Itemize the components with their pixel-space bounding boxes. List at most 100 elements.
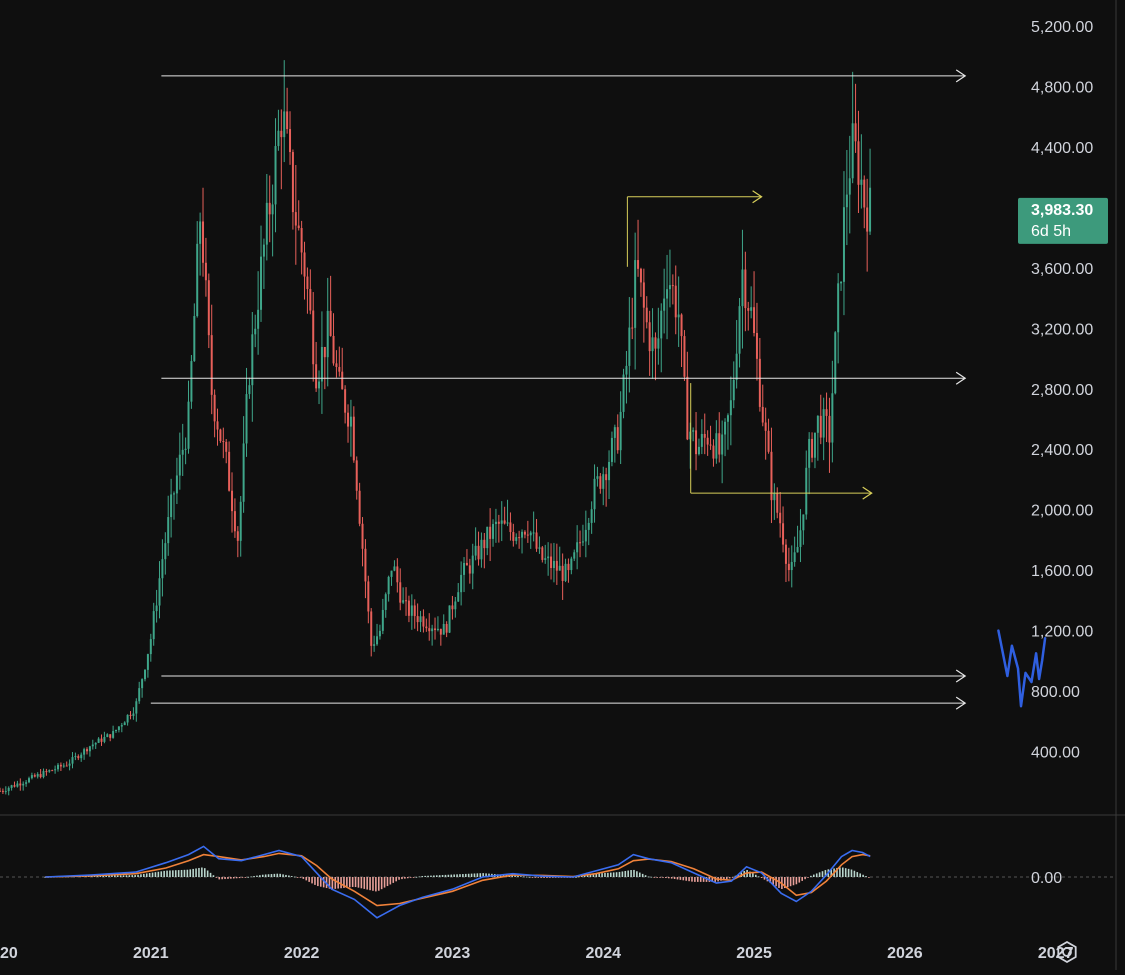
candle-up <box>813 432 816 458</box>
candle-up <box>724 421 727 435</box>
candle-up <box>837 283 840 333</box>
y-tick-label: 2,400.00 <box>1031 442 1093 459</box>
macd-histogram-bar <box>839 867 841 877</box>
candle-down <box>703 433 706 438</box>
candle-down <box>770 451 773 501</box>
candle-up <box>138 688 141 702</box>
candle-up <box>199 221 202 244</box>
macd-zero-label: 0.00 <box>1031 870 1062 887</box>
macd-histogram-bar <box>348 877 351 888</box>
candle-up <box>4 791 7 793</box>
candle-down <box>358 490 361 524</box>
macd-histogram-bar <box>386 877 389 887</box>
last-price-tag[interactable]: 3,983.30 6d 5h <box>1018 197 1108 244</box>
candle-down <box>268 202 271 215</box>
macd-histogram-bar <box>343 877 345 888</box>
macd-histogram-bar <box>276 873 279 877</box>
drawing-layer <box>997 629 1047 708</box>
candle-up <box>460 574 463 593</box>
macd-histogram-bar <box>241 877 244 878</box>
settings-icon[interactable] <box>1057 940 1077 964</box>
macd-histogram-bar <box>331 877 334 890</box>
candle-up <box>590 509 593 523</box>
macd-histogram-bar <box>392 877 395 883</box>
macd-histogram-bar <box>694 877 696 882</box>
candle-up <box>851 123 854 179</box>
x-tick-label: 2021 <box>133 945 169 962</box>
macd-histogram-bar <box>264 874 267 877</box>
candle-down <box>819 415 822 438</box>
candle-down <box>645 307 648 323</box>
candle-down <box>599 476 602 489</box>
macd-histogram-bar <box>540 877 542 878</box>
macd-histogram-bar <box>169 870 171 877</box>
level-arrow-head <box>955 371 967 385</box>
macd-histogram-bar <box>679 877 682 880</box>
level-arrow-head <box>955 696 967 710</box>
macd-histogram-bar <box>192 868 194 877</box>
macd-histogram-bar <box>810 875 812 877</box>
macd-histogram-bar <box>288 875 290 877</box>
candle-up <box>436 628 439 631</box>
candle-up <box>738 306 741 354</box>
macd-histogram-bar <box>688 877 690 882</box>
candle-up <box>558 565 561 571</box>
macd-histogram-bar <box>99 875 102 877</box>
macd-histogram-bar <box>227 877 229 879</box>
candle-up <box>190 361 193 402</box>
candle-down <box>344 389 347 413</box>
macd-histogram-bar <box>160 871 163 877</box>
macd-histogram-bar <box>586 874 589 877</box>
candle-down <box>639 268 642 283</box>
candle-up <box>596 476 599 479</box>
candle-down <box>579 542 582 544</box>
candle-up <box>164 543 167 560</box>
macd-histogram-bar <box>235 877 238 879</box>
candle-down <box>396 566 399 583</box>
candle-down <box>518 537 521 539</box>
candle-up <box>80 754 83 759</box>
macd-histogram-bar <box>464 873 467 877</box>
candle-down <box>695 430 698 455</box>
candle-up <box>732 379 735 401</box>
candle-down <box>219 429 222 442</box>
macd-histogram-bar <box>247 876 250 878</box>
candle-up <box>22 783 25 786</box>
macd-histogram-bar <box>218 877 221 880</box>
candle-down <box>300 228 303 253</box>
macd-histogram-bar <box>172 870 174 877</box>
candle-up <box>454 601 457 610</box>
macd-histogram-bar <box>636 871 638 877</box>
candle-up <box>573 552 576 559</box>
candle-up <box>547 556 550 559</box>
macd-histogram-bar <box>667 877 670 879</box>
macd-histogram-bar <box>604 872 606 877</box>
macd-histogram-bar <box>702 877 705 882</box>
candle-down <box>202 221 205 263</box>
candle-up <box>869 187 872 232</box>
macd-histogram-bar <box>467 873 470 877</box>
macd-histogram-bar <box>421 876 424 877</box>
candle-up <box>492 524 495 539</box>
candle-up <box>790 561 793 571</box>
candle-countdown-label: 6d 5h <box>1031 223 1071 240</box>
candle-down <box>213 394 216 422</box>
candle-up <box>410 605 413 616</box>
candle-up <box>123 722 126 726</box>
macd-histogram-bar <box>801 877 803 881</box>
candle-down <box>416 616 419 623</box>
macd-histogram-bar <box>415 876 418 878</box>
candle-up <box>257 309 260 329</box>
freehand-drawing[interactable] <box>997 629 1047 708</box>
y-tick-label: 2,800.00 <box>1031 382 1093 399</box>
macd-histogram-bar <box>522 876 525 878</box>
level-arrow-head <box>955 69 967 83</box>
candle-down <box>744 269 747 309</box>
macd-histogram-bar <box>647 876 650 878</box>
candle-up <box>805 467 808 515</box>
candle-down <box>109 734 112 738</box>
candle-up <box>326 310 329 358</box>
range-box-layer <box>626 190 873 500</box>
